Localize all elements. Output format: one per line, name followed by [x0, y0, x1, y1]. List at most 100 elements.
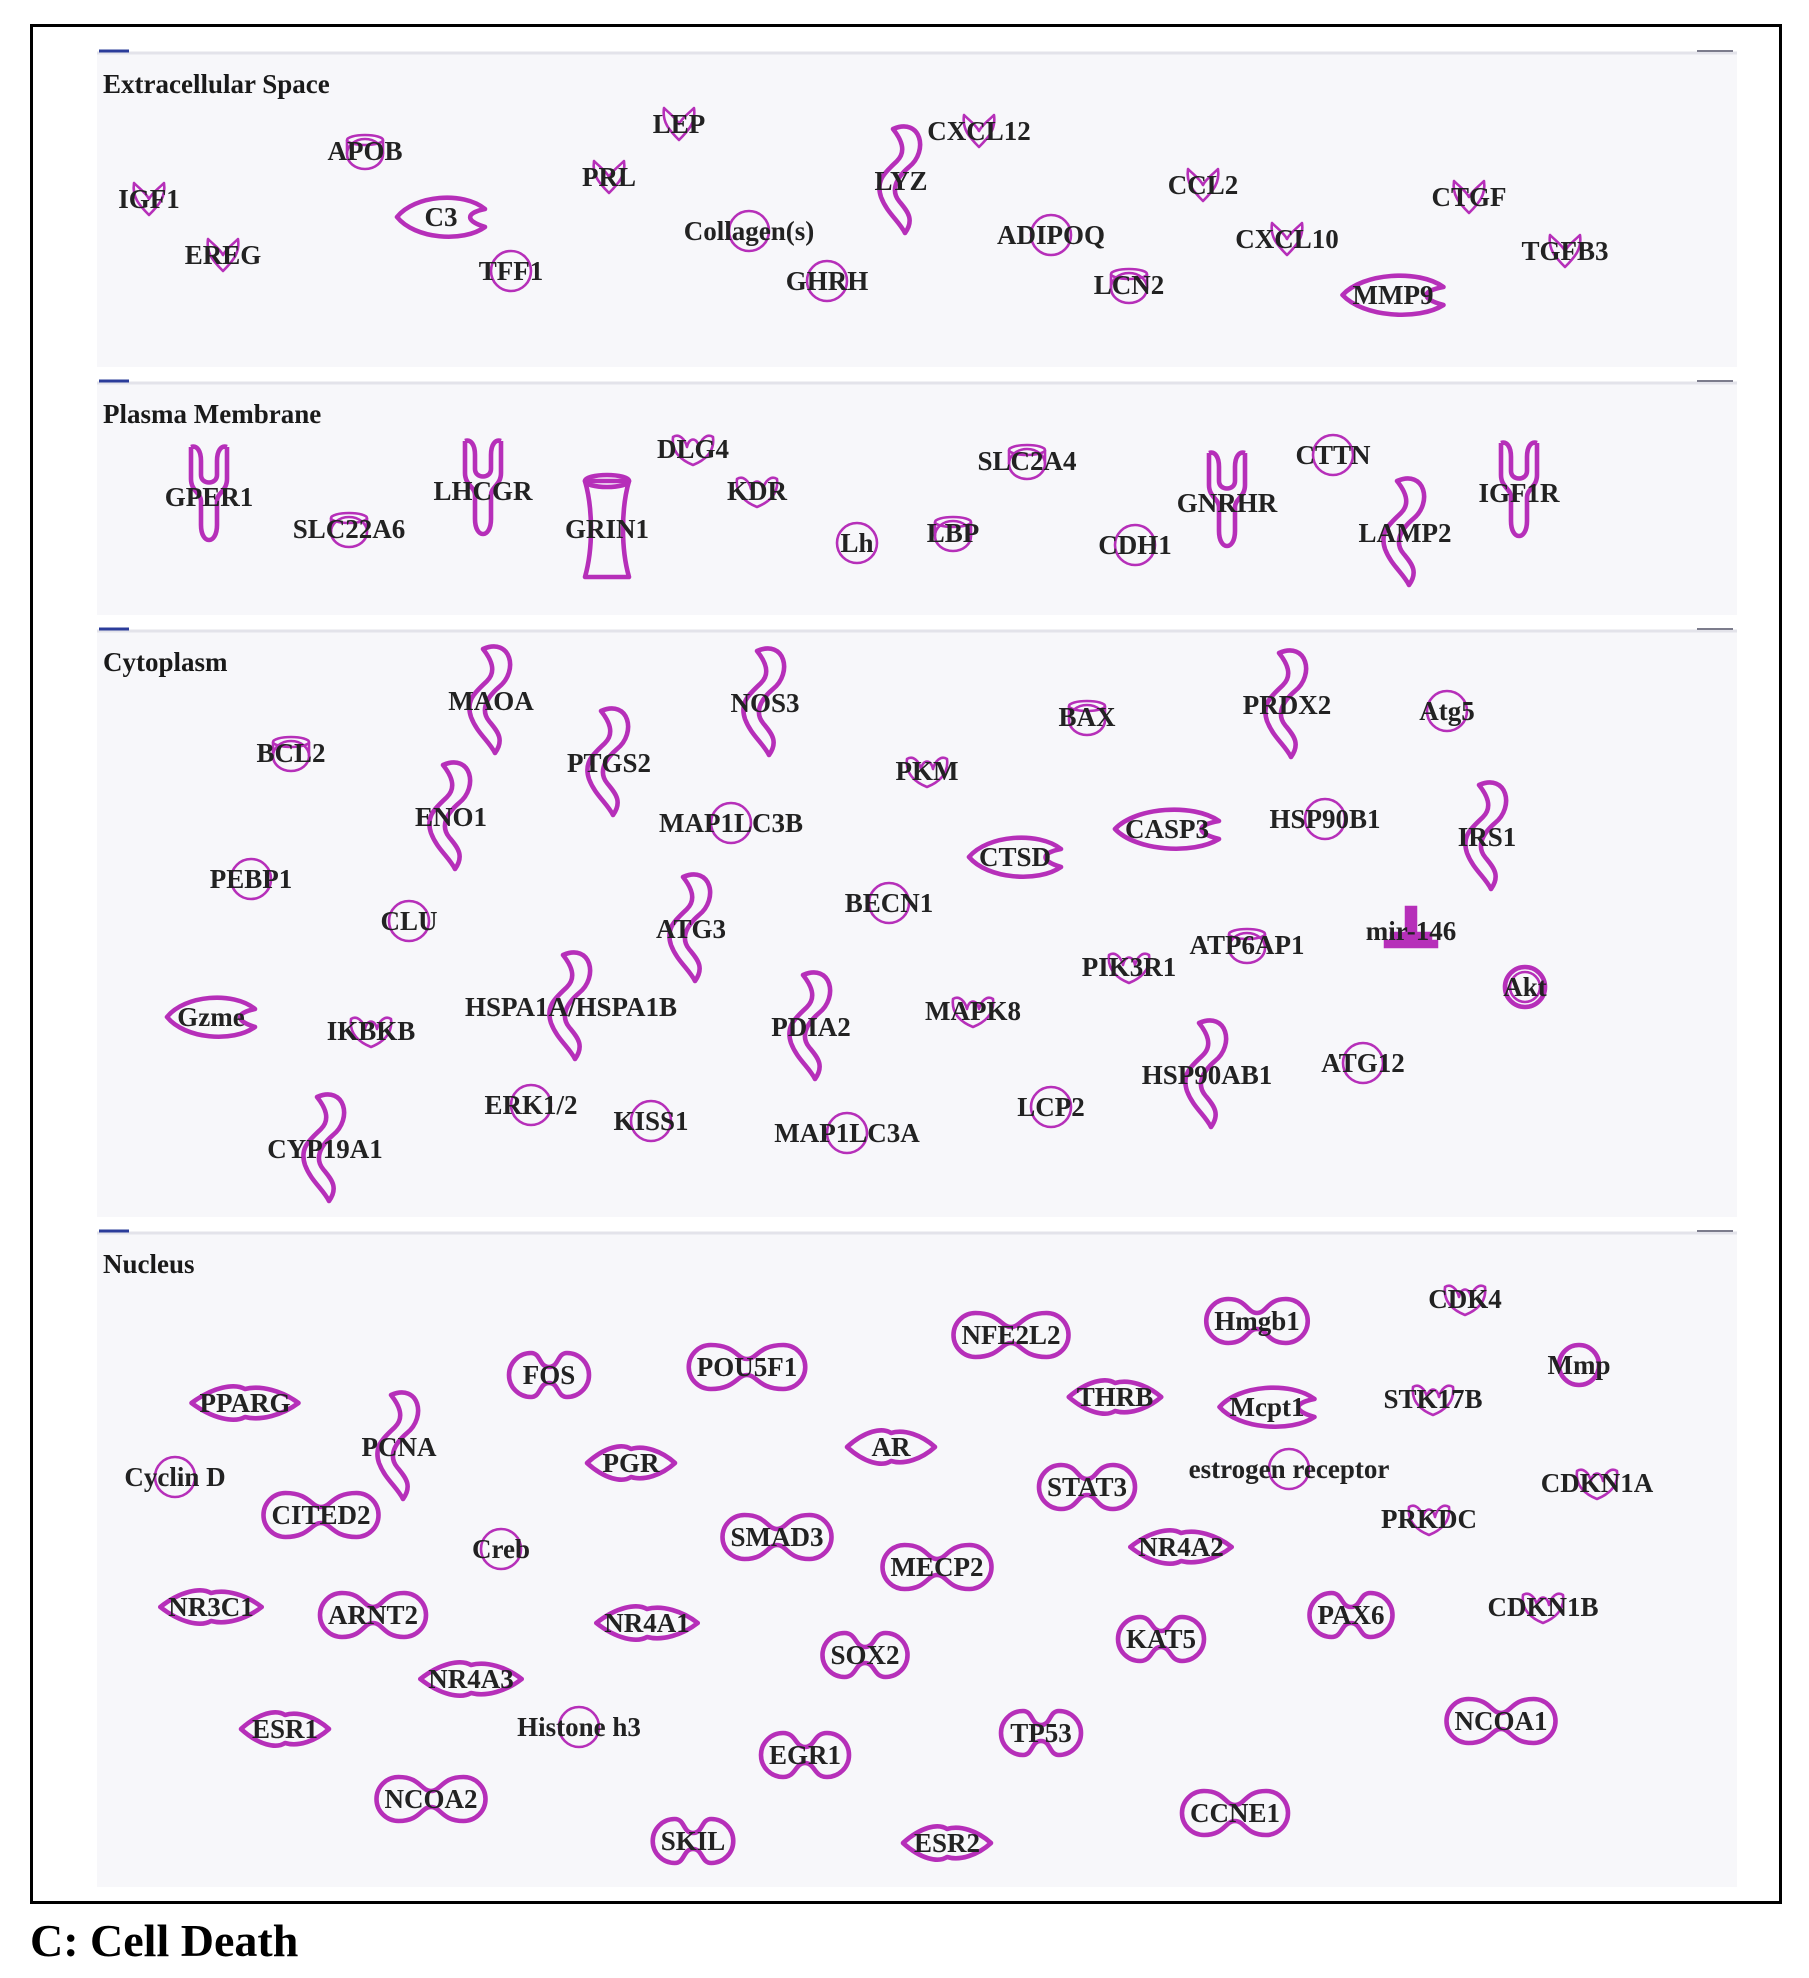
kinase-icon	[951, 996, 995, 1029]
molecule-label: LCP2	[1017, 1092, 1085, 1122]
transcription-regulator-icon	[1307, 1590, 1395, 1640]
cytokine-icon	[1186, 167, 1220, 203]
molecule-label: ATG12	[1321, 1048, 1405, 1078]
molecule-label: NCOA2	[385, 1784, 478, 1814]
enzyme-icon	[585, 706, 631, 818]
section-label: Plasma Membrane	[103, 399, 321, 429]
molecule-node-mmp9: MMP9	[1340, 273, 1446, 317]
molecule-label: POU5F1	[697, 1352, 798, 1382]
molecule-label: Creb	[472, 1534, 530, 1564]
molecule-node-bcl2: BCL2	[256, 735, 326, 773]
kinase-icon	[1521, 1592, 1565, 1625]
molecule-node-pkm: PKM	[896, 756, 959, 789]
molecule-label: PPARG	[200, 1388, 291, 1418]
nuclear-receptor-icon	[844, 1428, 938, 1466]
molecule-label: CCL2	[1168, 170, 1239, 200]
molecule-node-ctsd: CTSD	[966, 835, 1064, 879]
molecule-node-cyp19a1: CYP19A1	[267, 1092, 383, 1204]
molecule-label: CDKN1B	[1487, 1592, 1598, 1622]
molecule-node-hmgb1: Hmgb1	[1203, 1296, 1311, 1346]
kinase-icon	[1411, 1384, 1455, 1417]
other-icon	[709, 801, 753, 845]
molecule-node-grin1: GRIN1	[565, 472, 649, 580]
molecule-node-mmp: Mmp	[1548, 1342, 1611, 1388]
molecule-node-pgr: PGR	[584, 1444, 678, 1482]
molecule-label: HSPA1A/HSPA1B	[465, 992, 677, 1022]
other-icon	[1311, 433, 1355, 477]
molecule-label: PIK3R1	[1082, 952, 1177, 982]
enzyme-icon	[877, 124, 923, 236]
kinase-icon	[1443, 1284, 1487, 1317]
molecule-label: IGF1R	[1479, 478, 1561, 508]
other-icon	[1303, 797, 1347, 841]
enzyme-icon	[1183, 1018, 1229, 1130]
molecule-node-irs1: IRS1	[1458, 780, 1517, 892]
molecule-node-pdia2: PDIA2	[771, 970, 851, 1082]
nuclear-receptor-icon	[593, 1604, 701, 1642]
molecule-node-nr4a3: NR4A3	[417, 1660, 525, 1698]
microrna-icon	[1383, 905, 1439, 949]
molecule-label: Cyclin D	[124, 1462, 225, 1492]
molecule-node-tgfb3: TGFB3	[1521, 233, 1609, 269]
kinase-icon	[349, 1016, 393, 1049]
molecule-node-ghrh: GHRH	[786, 259, 868, 303]
molecule-node-clu: CLU	[380, 899, 438, 943]
enzyme-icon	[547, 950, 593, 1062]
transcription-regulator-icon	[998, 1708, 1084, 1758]
molecule-node-ptgs2: PTGS2	[567, 706, 651, 818]
molecule-node-map1lc3b: MAP1LC3B	[659, 801, 803, 845]
molecule-label: PCNA	[362, 1432, 437, 1462]
transcription-regulator-icon	[317, 1590, 429, 1640]
other-icon	[867, 881, 911, 925]
kinase-icon	[905, 756, 949, 789]
molecule-label: NCOA1	[1455, 1706, 1548, 1736]
transcription-regulator-icon	[506, 1350, 592, 1400]
section-label: Extracellular Space	[103, 69, 330, 99]
molecule-label: ESR2	[914, 1828, 980, 1858]
molecule-node-becn1: BECN1	[845, 881, 933, 925]
receptor-icon	[188, 444, 230, 543]
cytokine-icon	[1270, 221, 1304, 257]
other-icon	[835, 521, 879, 565]
molecule-label: CTSD	[979, 842, 1051, 872]
molecule-label: ATP6AP1	[1190, 930, 1305, 960]
nuclear-receptor-icon	[189, 1384, 301, 1422]
transporter-icon	[1067, 699, 1107, 737]
molecule-label: PKM	[896, 756, 959, 786]
molecule-label: MAP1LC3A	[774, 1118, 920, 1148]
molecule-label: GNRHR	[1177, 488, 1278, 518]
molecule-label: BAX	[1058, 702, 1116, 732]
nuclear-receptor-icon	[584, 1444, 678, 1482]
enzyme-icon	[467, 644, 513, 756]
molecule-node-sox2: SOX2	[820, 1630, 910, 1680]
molecule-label: mir-146	[1366, 916, 1456, 946]
molecule-label: IRS1	[1458, 822, 1517, 852]
molecule-node-creb: Creb	[472, 1527, 530, 1571]
kinase-icon	[1575, 1468, 1619, 1501]
molecule-node-maoa: MAOA	[448, 644, 534, 756]
other-icon	[1341, 1041, 1385, 1085]
other-icon	[153, 1455, 197, 1499]
other-icon	[387, 899, 431, 943]
molecule-node-nos3: NOS3	[730, 646, 800, 758]
molecule-label: IKBKB	[327, 1016, 416, 1046]
molecule-label: CDH1	[1098, 530, 1172, 560]
molecule-node-ctgf: CTGF	[1431, 179, 1507, 215]
molecule-label: HSP90B1	[1269, 804, 1380, 834]
molecule-label: ARNT2	[328, 1600, 418, 1630]
molecule-label: IGF1	[118, 184, 180, 214]
molecule-label: SLC2A4	[977, 446, 1076, 476]
molecule-node-smad3: SMAD3	[720, 1512, 834, 1562]
molecule-node-esr1: ESR1	[238, 1710, 332, 1748]
molecule-label: ERK1/2	[484, 1090, 577, 1120]
molecule-node-cyclin-d: Cyclin D	[124, 1455, 226, 1499]
transcription-regulator-icon	[1444, 1696, 1558, 1746]
molecule-label: Mcpt1	[1230, 1392, 1305, 1422]
molecule-node-pou5f1: POU5F1	[686, 1342, 808, 1392]
section-nucleus: Nucleus	[97, 1229, 1737, 1887]
molecule-node-collagen-s: Collagen(s)	[684, 209, 814, 253]
transcription-regulator-icon	[650, 1816, 736, 1866]
enzyme-icon	[427, 760, 473, 872]
molecule-node-ar: AR	[844, 1428, 938, 1466]
transcription-regulator-icon	[758, 1730, 852, 1780]
